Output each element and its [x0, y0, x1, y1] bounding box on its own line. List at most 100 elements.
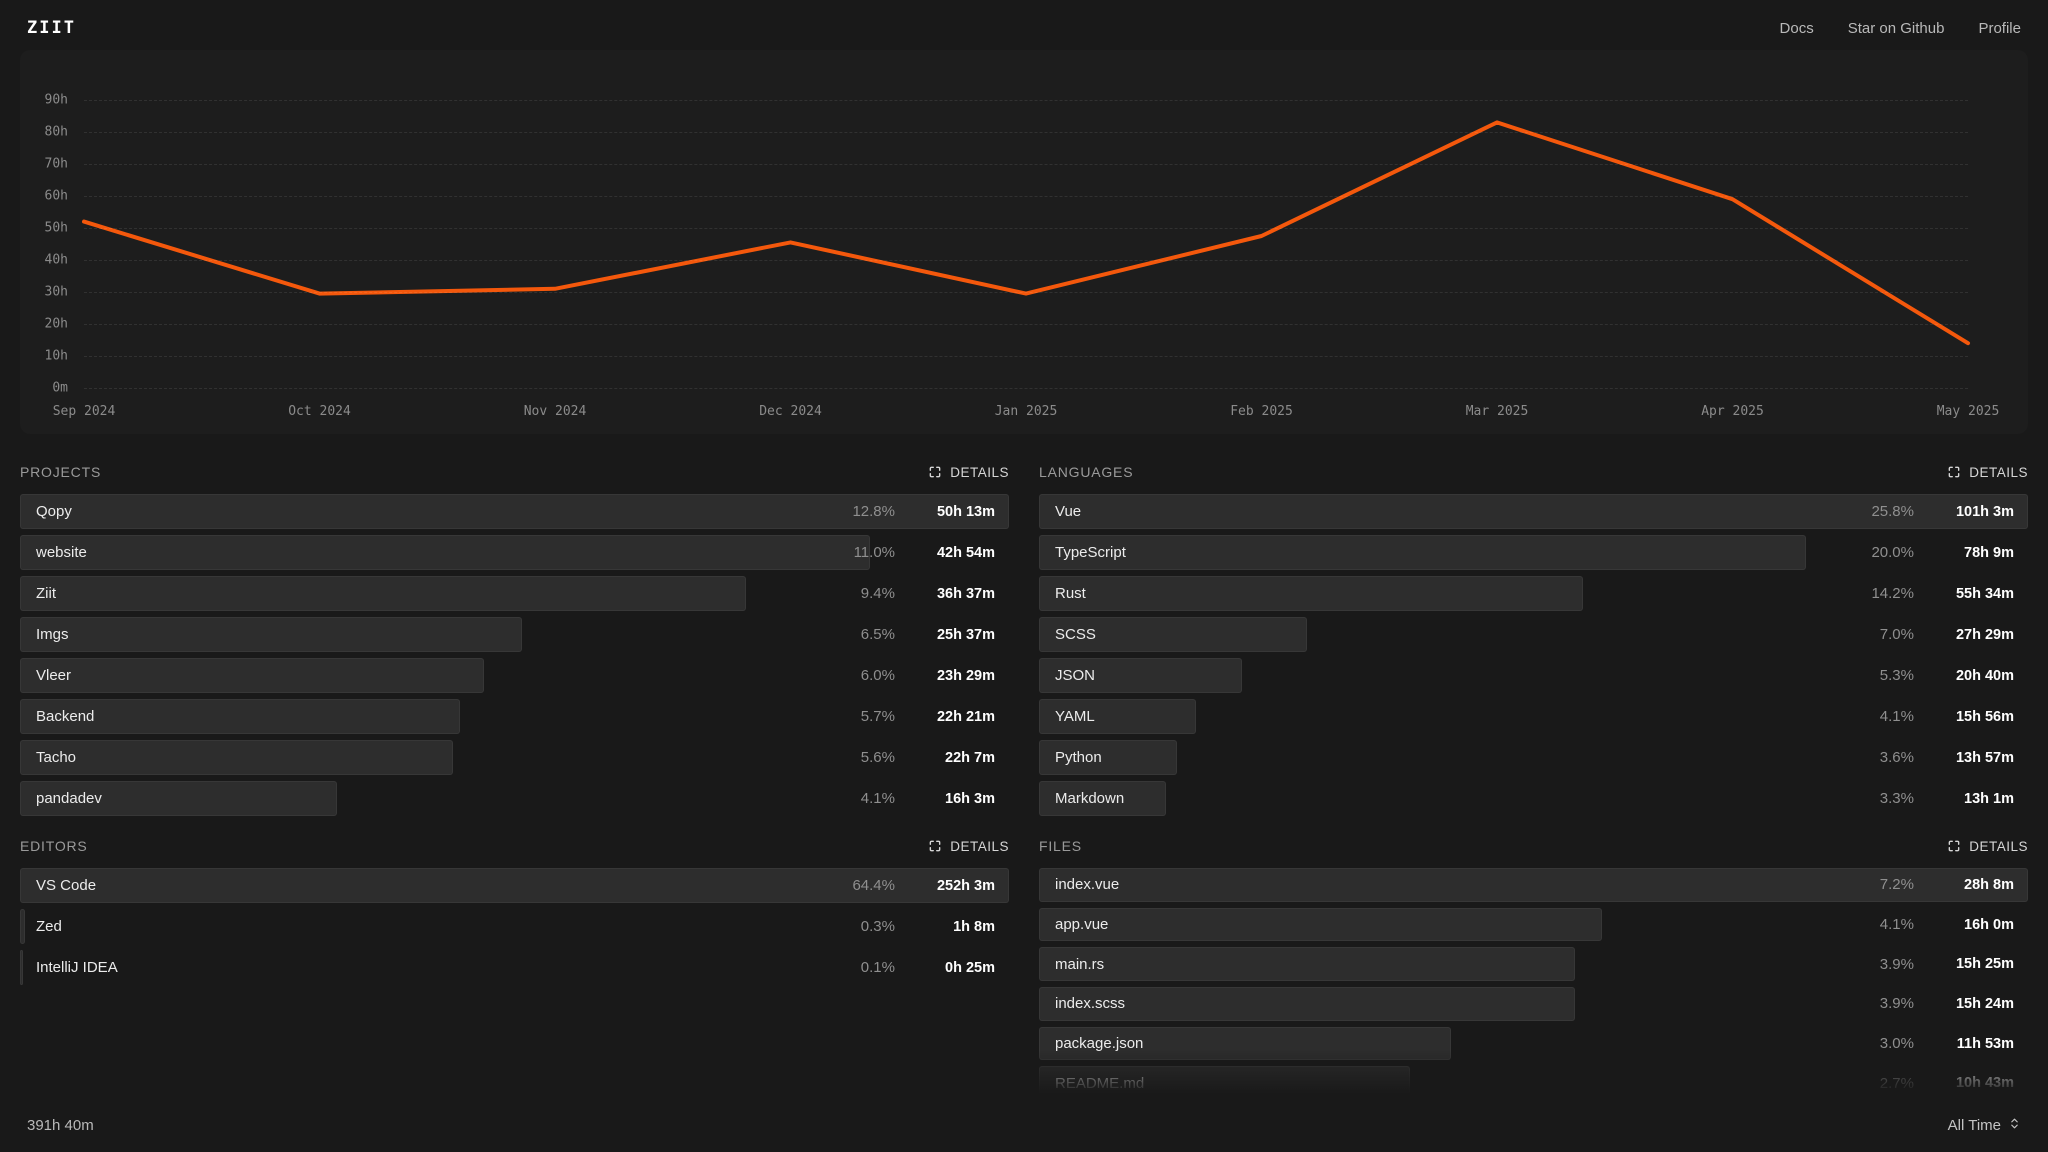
stat-time: 78h 9m [1964, 544, 2014, 561]
details-label: DETAILS [950, 464, 1009, 480]
stat-percent: 11.0% [853, 544, 895, 561]
stat-bar [20, 909, 25, 944]
stat-percent: 9.4% [860, 585, 895, 602]
x-axis-label: May 2025 [1936, 404, 2000, 419]
stat-bar [20, 658, 484, 693]
editors-panel-title: EDITORS [20, 838, 88, 854]
stat-percent: 5.6% [860, 749, 895, 766]
stat-time: 23h 29m [936, 667, 995, 684]
y-axis-label: 0m [52, 380, 68, 396]
stat-percent: 5.7% [860, 708, 895, 725]
stat-percent: 4.1% [860, 790, 895, 807]
list-item: TypeScript 20.0% 78h 9m [1039, 535, 2028, 570]
stat-label: Imgs [36, 626, 69, 643]
ziit-logo[interactable]: ZIIT [27, 18, 76, 38]
stat-bar [20, 781, 337, 816]
stat-label: VS Code [36, 877, 97, 894]
editors-details-button[interactable]: DETAILS [928, 839, 1009, 854]
y-axis-label: 30h [44, 284, 68, 300]
stat-label: index.vue [1055, 876, 1120, 894]
gridline [84, 100, 1968, 101]
stat-time: 42h 54m [936, 544, 995, 561]
stats-grid: PROJECTS DETAILS Qopy 12.8% 50h 13m website… [0, 434, 2048, 1100]
stat-label: app.vue [1055, 916, 1109, 933]
stat-percent: 14.2% [1871, 585, 1914, 602]
languages-panel: LANGUAGES DETAILS Vue 25.8% 101h 3m TypeScr… [1039, 460, 2028, 816]
total-time: 391h 40m [27, 1117, 94, 1134]
list-item: main.rs 3.9% 15h 25m [1039, 947, 2028, 982]
gridline [84, 132, 1968, 133]
list-item: YAML 4.1% 15h 56m [1039, 699, 2028, 734]
stat-time: 13h 57m [1955, 749, 2014, 766]
list-item: SCSS 7.0% 27h 29m [1039, 617, 2028, 652]
stat-percent: 2.7% [1879, 1074, 1914, 1092]
list-item: pandadev 4.1% 16h 3m [20, 781, 1009, 816]
list-item: JSON 5.3% 20h 40m [1039, 658, 2028, 693]
stat-time: 0h 25m [945, 959, 995, 976]
stat-time: 55h 34m [1955, 585, 2014, 602]
stat-time: 101h 3m [1955, 503, 2014, 520]
stat-bar [20, 950, 23, 985]
list-item: Ziit 9.4% 36h 37m [20, 576, 1009, 611]
stat-percent: 3.0% [1879, 1035, 1914, 1053]
x-axis-label: Mar 2025 [1465, 404, 1529, 419]
y-axis-label: 50h [44, 220, 68, 236]
stat-label: Rust [1055, 585, 1086, 602]
stat-percent: 20.0% [1871, 544, 1914, 561]
details-label: DETAILS [950, 838, 1009, 854]
stat-label: package.json [1055, 1035, 1144, 1053]
chart-line [84, 122, 1968, 343]
list-item: package.json 3.0% 11h 53m [1039, 1026, 2028, 1061]
projects-list: Qopy 12.8% 50h 13m website 11.0% 42h 54m Ziit 9… [20, 494, 1009, 816]
time-range-selector[interactable]: All Time [1948, 1117, 2021, 1134]
y-axis-label: 70h [44, 156, 68, 172]
nav-link-star-on-github[interactable]: Star on Github [1847, 19, 1945, 37]
stat-time: 22h 21m [936, 708, 995, 725]
y-axis-label: 90h [44, 92, 68, 108]
stat-percent: 4.1% [1879, 708, 1914, 725]
stat-time: 28h 8m [1964, 876, 2014, 893]
stat-bar [1039, 535, 1806, 570]
stat-time: 25h 37m [936, 626, 995, 643]
x-axis-label: Oct 2024 [288, 404, 351, 419]
time-range-value: All Time [1947, 1117, 2001, 1134]
list-item: IntelliJ IDEA 0.1% 0h 25m [20, 950, 1009, 985]
stat-percent: 64.4% [852, 877, 895, 894]
y-axis-label: 40h [44, 252, 68, 268]
stat-percent: 4.1% [1879, 916, 1914, 933]
stat-label: Backend [36, 708, 95, 725]
stat-time: 13h 1m [1964, 790, 2014, 807]
x-axis-label: Dec 2024 [759, 404, 822, 419]
projects-details-button[interactable]: DETAILS [928, 465, 1009, 480]
stat-time: 22h 7m [945, 749, 995, 766]
gridline [84, 324, 1968, 325]
stat-bar [1039, 576, 1584, 611]
stat-bar [1039, 947, 1575, 982]
list-item: website 11.0% 42h 54m [20, 535, 1009, 570]
stat-time: 16h 0m [1964, 916, 2014, 933]
nav-link-profile[interactable]: Profile [1978, 19, 2021, 37]
stat-label: main.rs [1055, 955, 1105, 973]
gridline [84, 228, 1968, 229]
left-column: PROJECTS DETAILS Qopy 12.8% 50h 13m website… [20, 460, 1009, 1100]
stat-time: 10h 43m [1955, 1075, 2014, 1092]
y-axis-label: 80h [44, 124, 68, 140]
stat-bar [1039, 907, 1603, 942]
languages-list: Vue 25.8% 101h 3m TypeScript 20.0% 78h 9m Rust… [1039, 494, 2028, 816]
stat-label: Ziit [36, 585, 56, 602]
scan-corners-icon [928, 465, 942, 479]
stat-bar [20, 699, 461, 734]
stat-label: index.scss [1055, 995, 1126, 1013]
files-details-button[interactable]: DETAILS [1947, 839, 2028, 854]
languages-details-button[interactable]: DETAILS [1947, 465, 2028, 480]
list-item: app.vue 4.1% 16h 0m [1039, 907, 2028, 942]
list-item: Python 3.6% 13h 57m [1039, 740, 2028, 775]
list-item: README.md 2.7% 10h 43m [1039, 1066, 2028, 1100]
stat-label: IntelliJ IDEA [36, 959, 118, 976]
stat-label: Python [1055, 749, 1102, 766]
nav-link-docs[interactable]: Docs [1779, 19, 1814, 37]
stat-label: website [36, 544, 87, 561]
editors-list: VS Code 64.4% 252h 3m Zed 0.3% 1h 8m IntelliJ … [20, 868, 1009, 985]
stat-bar [1039, 494, 2028, 529]
x-axis-label: Feb 2025 [1230, 404, 1293, 419]
